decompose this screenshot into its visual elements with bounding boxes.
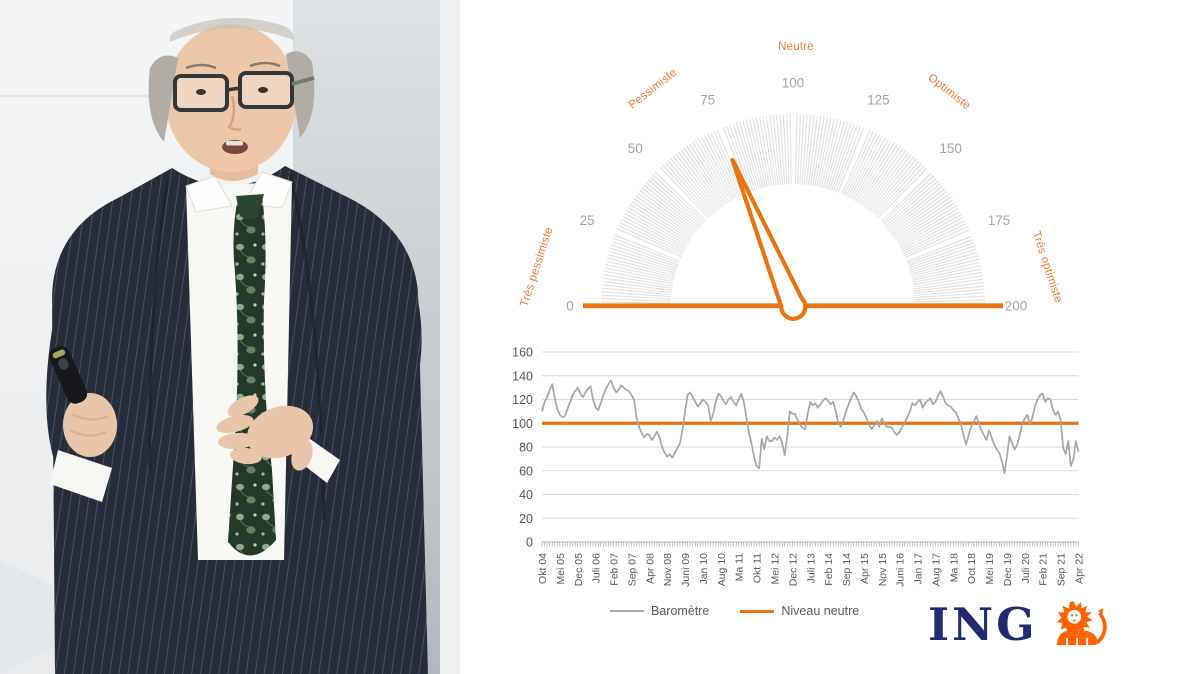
y-axis-label: 40 (519, 488, 533, 502)
presenter-photo (0, 0, 460, 674)
x-axis-label: Juli 20 (1020, 553, 1032, 584)
hair-left (148, 55, 178, 142)
y-axis-label: 120 (512, 393, 533, 407)
photo-wall-line (0, 95, 293, 97)
gauge-tick-label: 100 (782, 76, 805, 91)
gauge-tick-label: 75 (700, 92, 715, 107)
legend-label-barometre: Baromètre (651, 604, 710, 618)
x-axis-label: Jan 10 (698, 553, 710, 585)
x-axis-label: Oct 18 (966, 553, 978, 584)
gauge-divider (837, 125, 869, 197)
ing-lion-icon (1056, 601, 1107, 646)
x-axis-label: Nov 08 (662, 553, 674, 586)
gauge-tick-label: 200 (1005, 299, 1028, 314)
x-axis-label: Juli 06 (591, 553, 603, 584)
gauge-tick-label: 25 (579, 213, 594, 228)
photo-frame-edge (440, 0, 460, 674)
x-axis-label: Apr 22 (1074, 553, 1086, 584)
gauge-divider (612, 230, 684, 262)
x-axis-label: Nov 15 (877, 553, 889, 586)
y-axis-label: 140 (512, 369, 533, 383)
barometer-line-chart: 0 20 40 60 80 100 120 140 160 Okt 04 Mei 05 Dec 05 J… (512, 346, 1086, 587)
barometre-line (541, 379, 1080, 474)
x-axis-label: Ma 11 (734, 553, 746, 582)
x-axis-label: Dec 12 (787, 553, 799, 586)
x-axis-label: Feb 14 (823, 553, 835, 586)
cuff-left (50, 450, 112, 502)
hair-top (169, 17, 294, 42)
legend-label-niveau-neutre: Niveau neutre (781, 604, 860, 618)
niveau-neutre-line-swatch (740, 609, 775, 613)
tie (228, 196, 276, 556)
gauge-needle (730, 157, 808, 321)
x-axis-label: Mei 12 (769, 553, 781, 585)
y-axis-label: 20 (519, 512, 533, 526)
barometre-line-swatch (610, 610, 644, 612)
x-axis-label: Juni 09 (680, 553, 692, 587)
x-axis-label: Mei 05 (555, 553, 567, 585)
hair-right (286, 51, 315, 139)
ing-logo: ING (928, 597, 1110, 653)
chart-legend: Baromètre Niveau neutre (610, 604, 881, 618)
gauge-tick-label: 0 (566, 299, 574, 314)
x-axis-label: Feb 21 (1038, 553, 1050, 586)
x-axis-label: Okt 11 (752, 553, 764, 583)
y-axis-label: 80 (519, 441, 533, 455)
face (165, 24, 297, 172)
gauge-label-neutre: Neutre (778, 41, 814, 53)
legend-item-niveau-neutre: Niveau neutre (740, 604, 859, 618)
x-axis-label: Apr 15 (859, 553, 871, 584)
y-axis-label: 0 (526, 536, 533, 550)
gauge-divider (902, 230, 974, 262)
x-axis-label: Aug 17 (930, 553, 942, 586)
tie-knot (236, 194, 264, 219)
x-axis-label: Jan 17 (913, 553, 925, 585)
y-axis-label: 100 (512, 417, 533, 431)
x-axis-label: Dec 19 (1002, 553, 1014, 586)
x-axis-label: Feb 07 (609, 553, 621, 586)
gauge-divider (876, 167, 932, 223)
x-axis-label: Sep 21 (1056, 553, 1068, 586)
x-axis-label: Okt 04 (537, 553, 549, 584)
x-axis-label: Sep 07 (626, 553, 638, 586)
x-axis-label: Sep 14 (841, 553, 853, 586)
report-panel: 0 25 50 75 100 125 150 175 200 0 20 40 60 80 100 120 14… (460, 0, 1200, 674)
gauge-tick-label: 175 (988, 213, 1011, 228)
sentiment-gauge: 0 25 50 75 100 125 150 175 200 (566, 76, 1028, 321)
ing-wordmark: ING (928, 598, 1038, 651)
hand-right (216, 395, 314, 471)
x-axis-label: Juni 16 (895, 553, 907, 587)
y-axis-label: 160 (512, 346, 533, 360)
x-axis-label: Mei 19 (984, 553, 996, 585)
x-axis-label: Ma 18 (948, 553, 960, 582)
x-axis-label: Juli 13 (805, 553, 817, 584)
x-axis-label: Dec 05 (573, 553, 585, 586)
presentation-clicker (49, 346, 88, 404)
y-axis-label: 60 (519, 464, 533, 478)
x-axis-label: Aug 10 (716, 553, 728, 586)
gauge-tick-label: 150 (939, 141, 962, 156)
hand-left (63, 393, 117, 457)
x-axis-label: Apr 08 (644, 553, 656, 584)
gauge-tick-label: 50 (628, 141, 643, 156)
legend-item-barometre: Baromètre (610, 604, 709, 618)
gauge-tick-label: 125 (867, 92, 890, 107)
gauge-divider (654, 167, 710, 223)
sleeve-right (308, 300, 422, 472)
glasses (173, 71, 315, 112)
